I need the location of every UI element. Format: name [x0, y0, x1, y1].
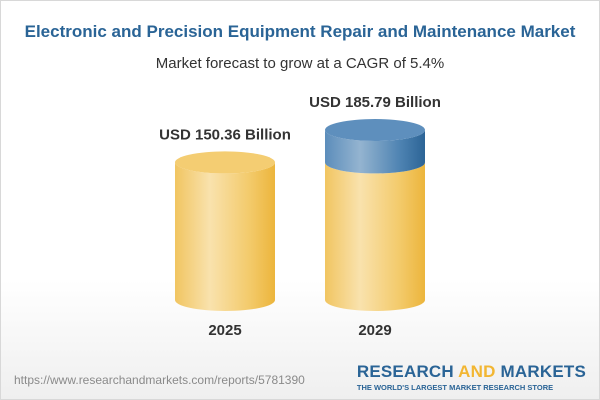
- chart-title: Electronic and Precision Equipment Repai…: [24, 22, 576, 41]
- logo-text-2: AND: [458, 362, 496, 381]
- data-label-2029: USD 185.79 Billion: [309, 94, 441, 111]
- cylinder-growth-2029: [325, 130, 425, 174]
- research-and-markets-logo: RESEARCH AND MARKETS THE WORLD'S LARGEST…: [357, 362, 586, 393]
- report-url[interactable]: https://www.researchandmarkets.com/repor…: [14, 373, 305, 387]
- category-label-2029: 2029: [358, 322, 391, 339]
- cylinder-top-2025: [175, 151, 275, 174]
- logo-tagline: THE WORLD'S LARGEST MARKET RESEARCH STOR…: [356, 383, 554, 392]
- category-label-2025: 2025: [208, 322, 241, 339]
- cylinder-body-2029: [325, 162, 425, 311]
- cylinder-body-2025: [175, 162, 275, 311]
- chart-subtitle: Market forecast to grow at a CAGR of 5.4…: [155, 55, 445, 72]
- logo-text-3: MARKETS: [495, 362, 586, 381]
- cylinder-top-2029: [325, 119, 425, 142]
- data-label-2025: USD 150.36 Billion: [159, 126, 291, 143]
- logo-text-1: RESEARCH: [356, 362, 459, 381]
